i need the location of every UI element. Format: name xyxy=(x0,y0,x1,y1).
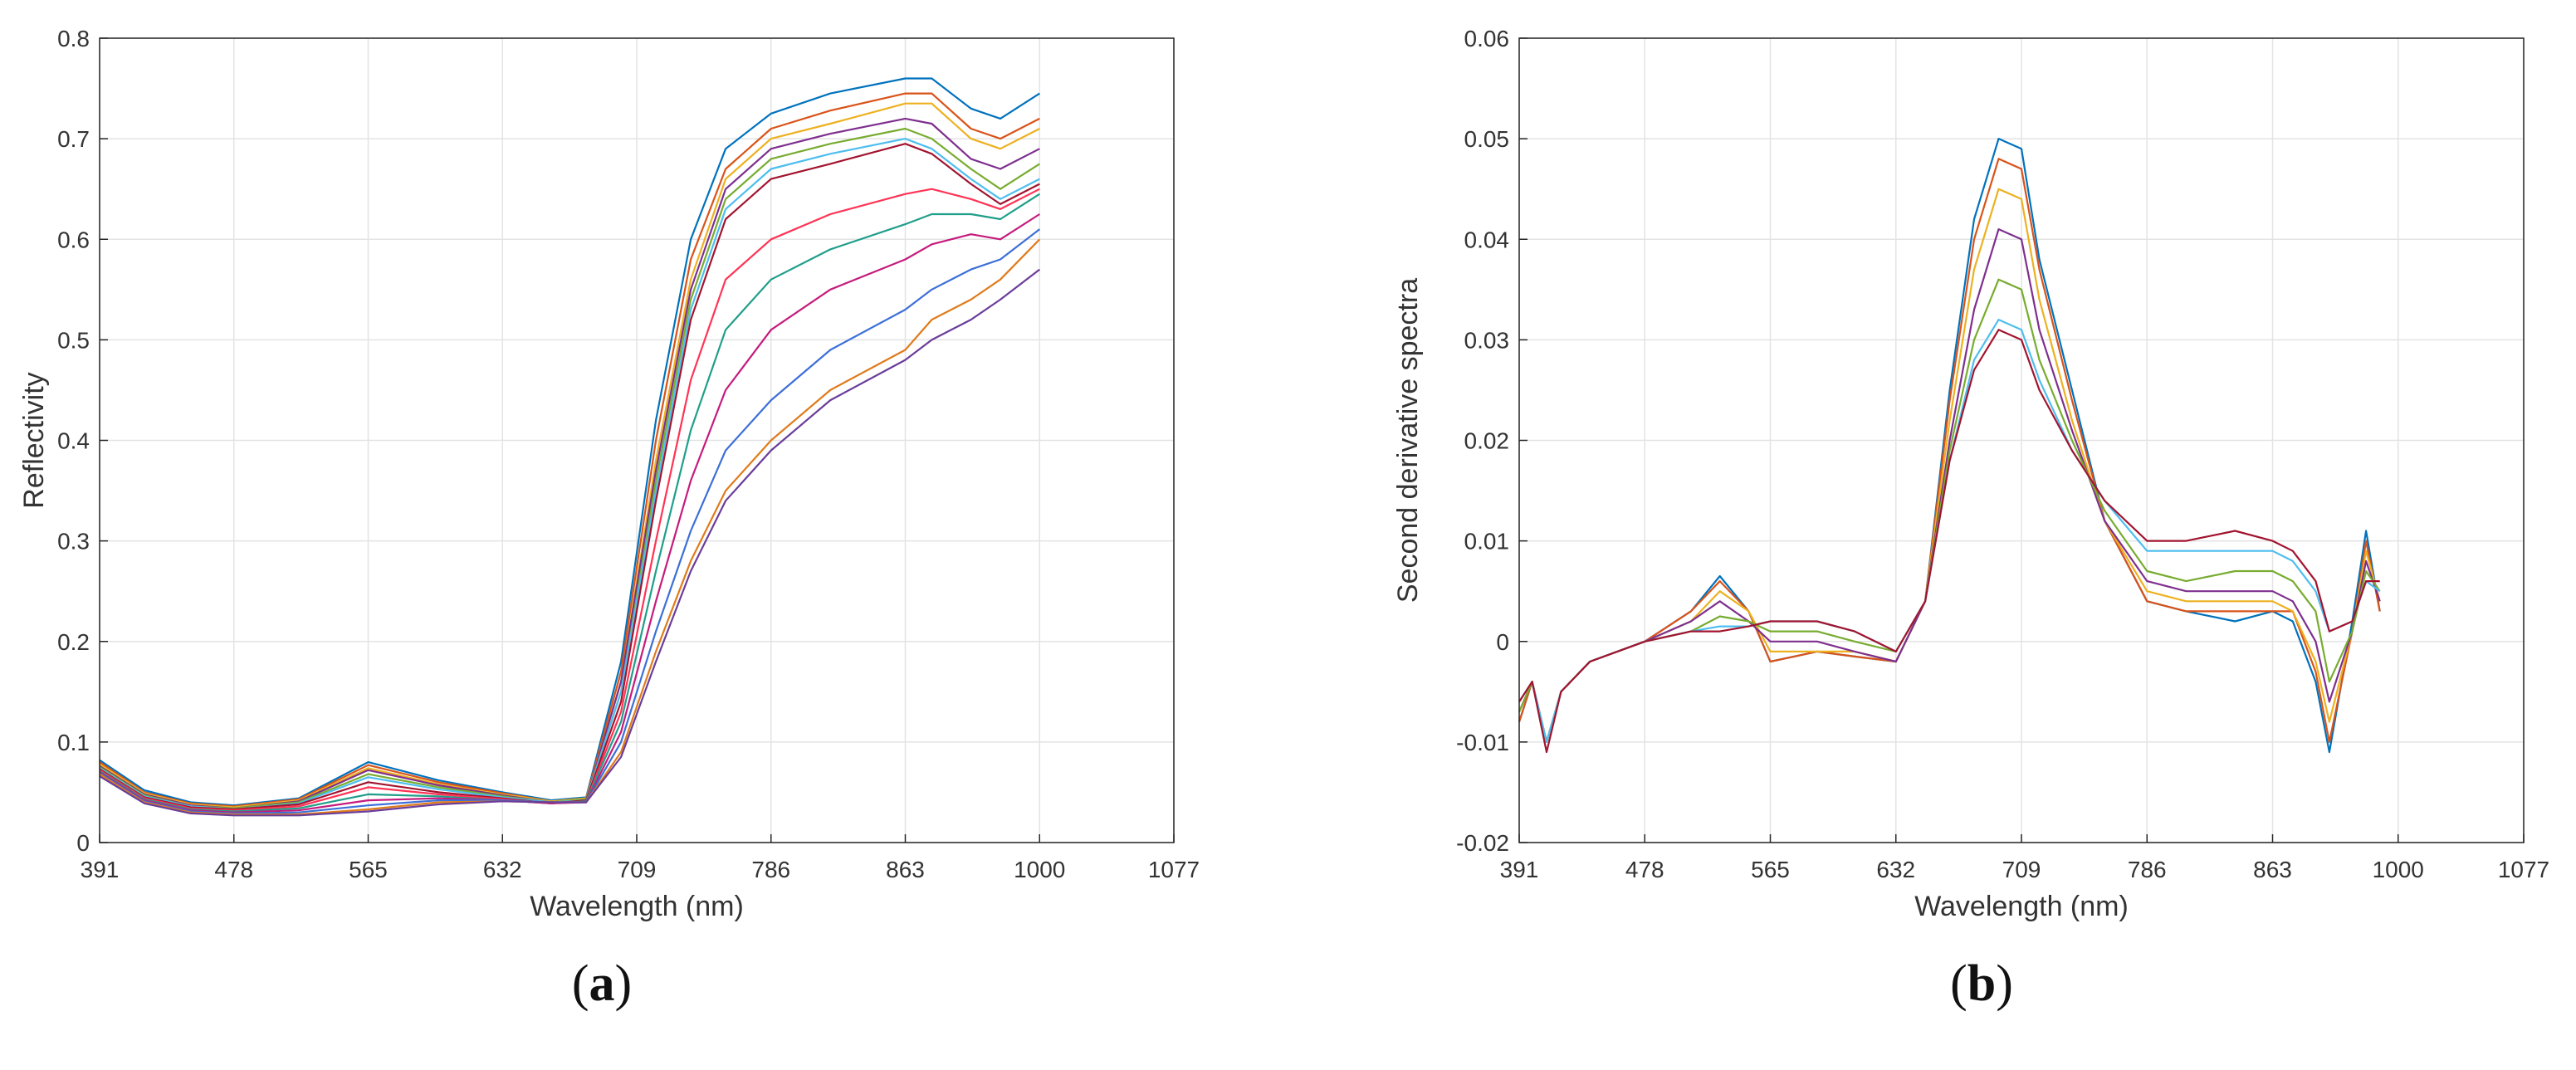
y-tick-label: 0.5 xyxy=(57,327,90,353)
y-tick-label: -0.01 xyxy=(1456,730,1509,755)
x-tick-label: 391 xyxy=(1500,857,1539,882)
x-tick-label: 478 xyxy=(214,857,253,882)
y-tick-label: 0.4 xyxy=(57,428,90,454)
y-tick-label: 0.01 xyxy=(1464,529,1510,555)
chart-panel-b: 391 478 565 632 709 786 863 1000 1077 -0.02 -0.01 0… xyxy=(1392,26,2549,1012)
series-line xyxy=(99,143,1040,811)
y-tick-label: 0.2 xyxy=(57,629,90,655)
panel-label-open-paren: ( xyxy=(572,955,589,1012)
y-axis-label: Second derivative spectra xyxy=(1392,278,1424,603)
x-tick-label: 709 xyxy=(2002,857,2041,882)
x-tick-label: 565 xyxy=(349,857,388,882)
x-tick-label: 1000 xyxy=(1014,857,1065,882)
x-tick-label: 391 xyxy=(81,857,120,882)
series-line xyxy=(99,238,1041,816)
x-axis-label: Wavelength (nm) xyxy=(1914,891,2129,922)
y-tick-label: 0.8 xyxy=(57,26,90,51)
x-tick-label: 1000 xyxy=(2373,857,2424,882)
y-tick-label: 0 xyxy=(76,830,90,856)
chart-panel-a: 391 478 565 632 709 786 863 1000 1077 0 0.1 0.2 0.3 0… xyxy=(18,26,1200,1012)
series-line xyxy=(1518,329,2380,754)
y-tick-label: 0.05 xyxy=(1464,126,1510,152)
panel-label: (a) xyxy=(572,955,632,1012)
y-tick-label: -0.02 xyxy=(1456,830,1509,856)
x-tick-label: 478 xyxy=(1625,857,1664,882)
panel-label-letter: b xyxy=(1967,955,1996,1012)
x-tick-label: 786 xyxy=(751,857,790,882)
y-axis-label: Reflectivity xyxy=(18,372,50,508)
series-line xyxy=(99,193,1040,813)
y-tick-label: 0.6 xyxy=(57,227,90,252)
panel-label-open-paren: ( xyxy=(1950,955,1967,1012)
y-tick-label: 0.3 xyxy=(57,529,90,555)
x-tick-label: 1077 xyxy=(1148,857,1200,882)
y-tick-label: 0.06 xyxy=(1464,26,1510,51)
x-tick-label: 709 xyxy=(618,857,657,882)
panel-label-close-paren: ) xyxy=(1996,955,2013,1012)
y-tick-label: 0.7 xyxy=(57,126,90,152)
series-line xyxy=(99,188,1040,812)
series-line xyxy=(99,77,1040,807)
y-tick-label: 0.03 xyxy=(1464,327,1510,353)
x-tick-label: 786 xyxy=(2128,857,2167,882)
x-tick-label: 632 xyxy=(483,857,522,882)
panel-label-close-paren: ) xyxy=(615,955,633,1012)
y-tick-label: 0.04 xyxy=(1464,227,1510,252)
panel-label: (b) xyxy=(1950,955,2013,1012)
x-tick-label: 863 xyxy=(2253,857,2292,882)
series-line xyxy=(99,213,1040,813)
panel-label-letter: a xyxy=(589,955,615,1012)
series-line xyxy=(99,228,1040,814)
y-tick-label: 0 xyxy=(1496,629,1509,655)
series-line xyxy=(99,92,1040,808)
y-tick-label: 0.02 xyxy=(1464,428,1510,454)
x-tick-label: 1077 xyxy=(2498,857,2549,882)
x-tick-label: 632 xyxy=(1876,857,1915,882)
series-line xyxy=(99,268,1040,817)
y-tick-label: 0.1 xyxy=(57,730,90,755)
x-tick-label: 863 xyxy=(886,857,925,882)
x-axis-label: Wavelength (nm) xyxy=(530,891,744,922)
x-tick-label: 565 xyxy=(1751,857,1790,882)
